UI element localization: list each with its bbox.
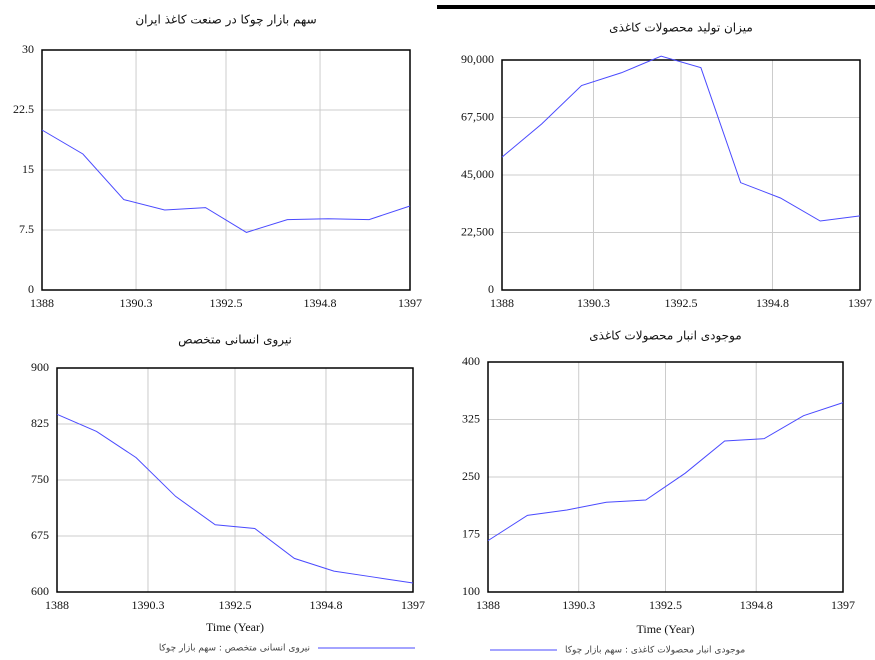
x-tick-label: 1390.3 [577, 296, 610, 310]
y-tick-label: 0 [28, 282, 34, 296]
y-tick-label: 100 [462, 584, 480, 598]
x-tick-label: 1390.3 [120, 296, 153, 310]
plot-frame [487, 361, 844, 593]
y-tick-label: 175 [462, 526, 480, 540]
y-tick-label: 45,000 [461, 167, 494, 181]
plot-frame [501, 59, 861, 291]
y-tick-label: 22.5 [13, 102, 34, 116]
x-tick-label: 1390.3 [131, 598, 164, 612]
y-tick-label: 67,500 [461, 109, 494, 123]
line [501, 55, 861, 222]
x-tick-label: 1397 [401, 598, 425, 612]
y-tick-label: 675 [31, 528, 49, 542]
x-tick-label: 1392.5 [665, 296, 698, 310]
y-tick-label: 0 [488, 282, 494, 296]
y-tick-label: 15 [22, 162, 34, 176]
y-tick-label: 900 [31, 360, 49, 374]
x-tick-label: 1394.8 [740, 598, 773, 612]
x-tick-label: 1397 [831, 598, 855, 612]
y-tick-label: 7.5 [19, 222, 34, 236]
x-tick-label: 1388 [30, 296, 54, 310]
chart-title: نیروی انسانی متخصص [178, 333, 292, 348]
x-tick-label: 1394.8 [756, 296, 789, 310]
x-tick-label: 1392.5 [649, 598, 682, 612]
x-tick-label: 1397 [848, 296, 872, 310]
line [41, 129, 411, 233]
y-tick-label: 325 [462, 411, 480, 425]
x-tick-label: 1394.8 [309, 598, 342, 612]
chart-title: میزان تولید محصولات کاغذی [609, 21, 753, 36]
y-tick-label: 30 [22, 42, 34, 56]
top-bar [437, 5, 875, 9]
y-tick-label: 22,500 [461, 224, 494, 238]
y-tick-label: 250 [462, 469, 480, 483]
x-tick-label: 1388 [490, 296, 514, 310]
line [487, 402, 844, 542]
chart-title: سهم بازار چوکا در صنعت کاغذ ایران [135, 13, 316, 28]
chart-title: موجودی انبار محصولات کاغذی [589, 329, 741, 344]
x-tick-label: 1397 [398, 296, 422, 310]
x-tick-label: 1392.5 [210, 296, 243, 310]
x-tick-label: 1390.3 [562, 598, 595, 612]
y-tick-label: 750 [31, 472, 49, 486]
x-tick-label: 1394.8 [304, 296, 337, 310]
y-tick-label: 400 [462, 354, 480, 368]
y-tick-label: 825 [31, 416, 49, 430]
legend-label: موجودی انبار محصولات کاغذی : سهم بازار چ… [565, 646, 745, 656]
legend-label: نیروی انسانی متخصص : سهم بازار چوکا [159, 644, 310, 654]
x-axis-label: Time (Year) [206, 620, 264, 634]
plot-frame [56, 367, 414, 593]
x-tick-label: 1392.5 [219, 598, 252, 612]
plot-frame [41, 49, 411, 291]
x-tick-label: 1388 [45, 598, 69, 612]
y-tick-label: 90,000 [461, 52, 494, 66]
x-axis-label: Time (Year) [636, 622, 694, 636]
x-tick-label: 1388 [476, 598, 500, 612]
y-tick-label: 600 [31, 584, 49, 598]
line [56, 413, 414, 584]
